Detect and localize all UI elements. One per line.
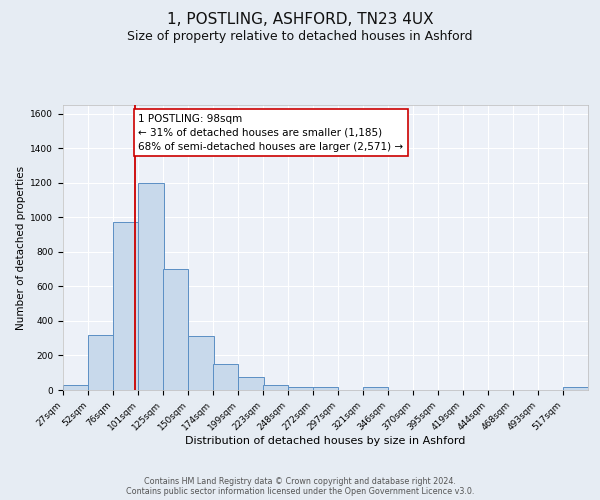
Bar (163, 269, 188, 390)
X-axis label: Distribution of detached houses by size in Ashford: Distribution of detached houses by size … (185, 436, 466, 446)
Bar (288, 388, 314, 390)
Text: 1 POSTLING: 98sqm
← 31% of detached houses are smaller (1,185)
68% of semi-detac: 1 POSTLING: 98sqm ← 31% of detached hous… (139, 114, 404, 152)
Bar (313, 388, 338, 390)
Y-axis label: Number of detached properties: Number of detached properties (16, 166, 26, 330)
Bar (563, 388, 588, 390)
Bar (263, 385, 288, 390)
Bar (88, 334, 114, 390)
Text: Contains public sector information licensed under the Open Government Licence v3: Contains public sector information licen… (126, 486, 474, 496)
Bar (213, 364, 238, 390)
Bar (139, 182, 164, 390)
Bar (188, 336, 214, 390)
Bar (363, 388, 388, 390)
Text: Contains HM Land Registry data © Crown copyright and database right 2024.: Contains HM Land Registry data © Crown c… (144, 476, 456, 486)
Text: 1, POSTLING, ASHFORD, TN23 4UX: 1, POSTLING, ASHFORD, TN23 4UX (167, 12, 433, 28)
Bar (63, 385, 88, 390)
Bar (113, 222, 139, 390)
Text: Size of property relative to detached houses in Ashford: Size of property relative to detached ho… (127, 30, 473, 43)
Bar (238, 377, 264, 390)
